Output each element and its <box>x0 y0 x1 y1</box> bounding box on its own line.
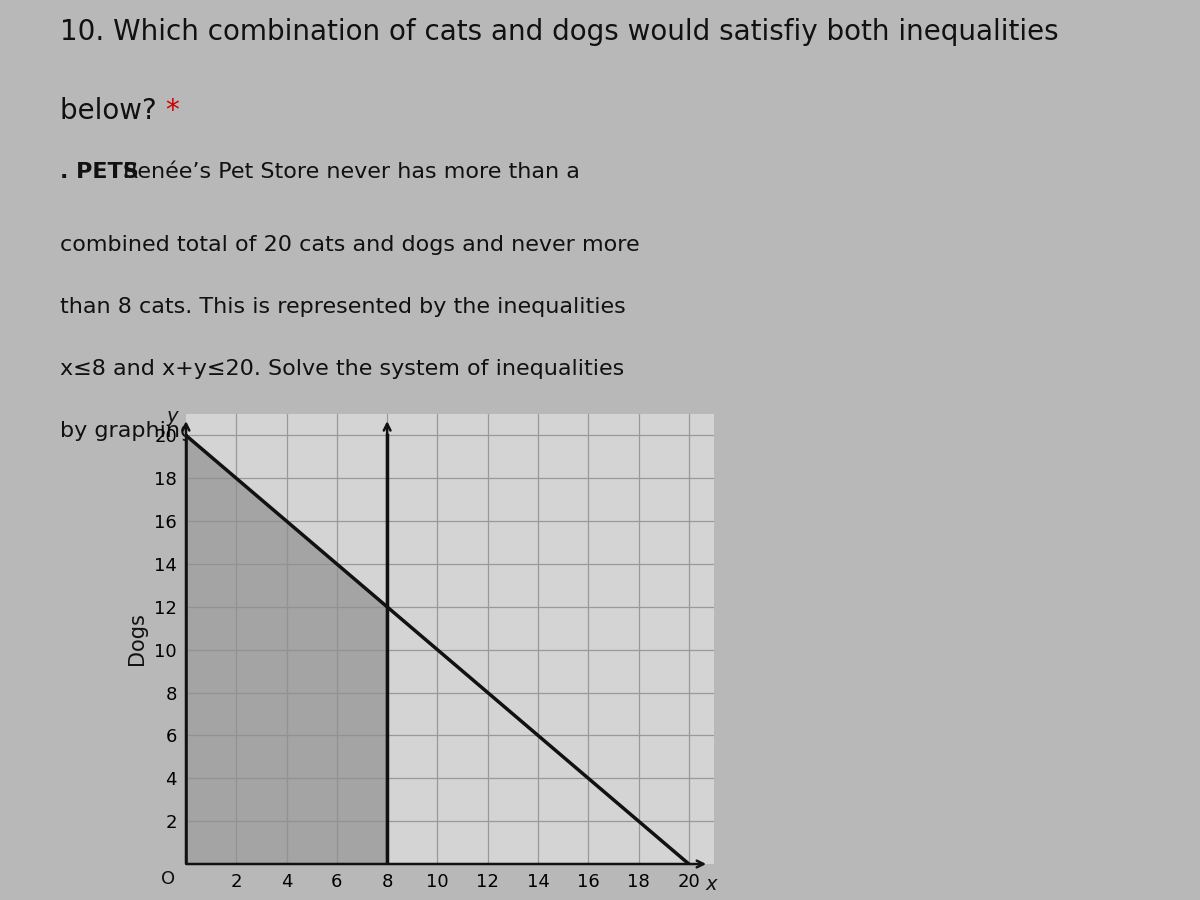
Text: x≤8 and x+y≤20. Solve the system of inequalities: x≤8 and x+y≤20. Solve the system of ineq… <box>60 359 624 379</box>
Polygon shape <box>186 436 388 864</box>
Text: Renée’s Pet Store never has more than a: Renée’s Pet Store never has more than a <box>122 162 580 182</box>
Text: than 8 cats. This is represented by the inequalities: than 8 cats. This is represented by the … <box>60 297 625 317</box>
Text: . PETS: . PETS <box>60 162 139 182</box>
Text: below?: below? <box>60 97 166 125</box>
Text: 10. Which combination of cats and dogs would satisfiy both inequalities: 10. Which combination of cats and dogs w… <box>60 18 1058 46</box>
Text: O: O <box>161 870 175 888</box>
Text: y: y <box>167 407 179 426</box>
Text: combined total of 20 cats and dogs and never more: combined total of 20 cats and dogs and n… <box>60 235 640 255</box>
Text: by graphing.: by graphing. <box>60 421 202 441</box>
Y-axis label: Dogs: Dogs <box>127 613 148 665</box>
Text: x: x <box>706 875 718 894</box>
Text: *: * <box>164 97 179 125</box>
